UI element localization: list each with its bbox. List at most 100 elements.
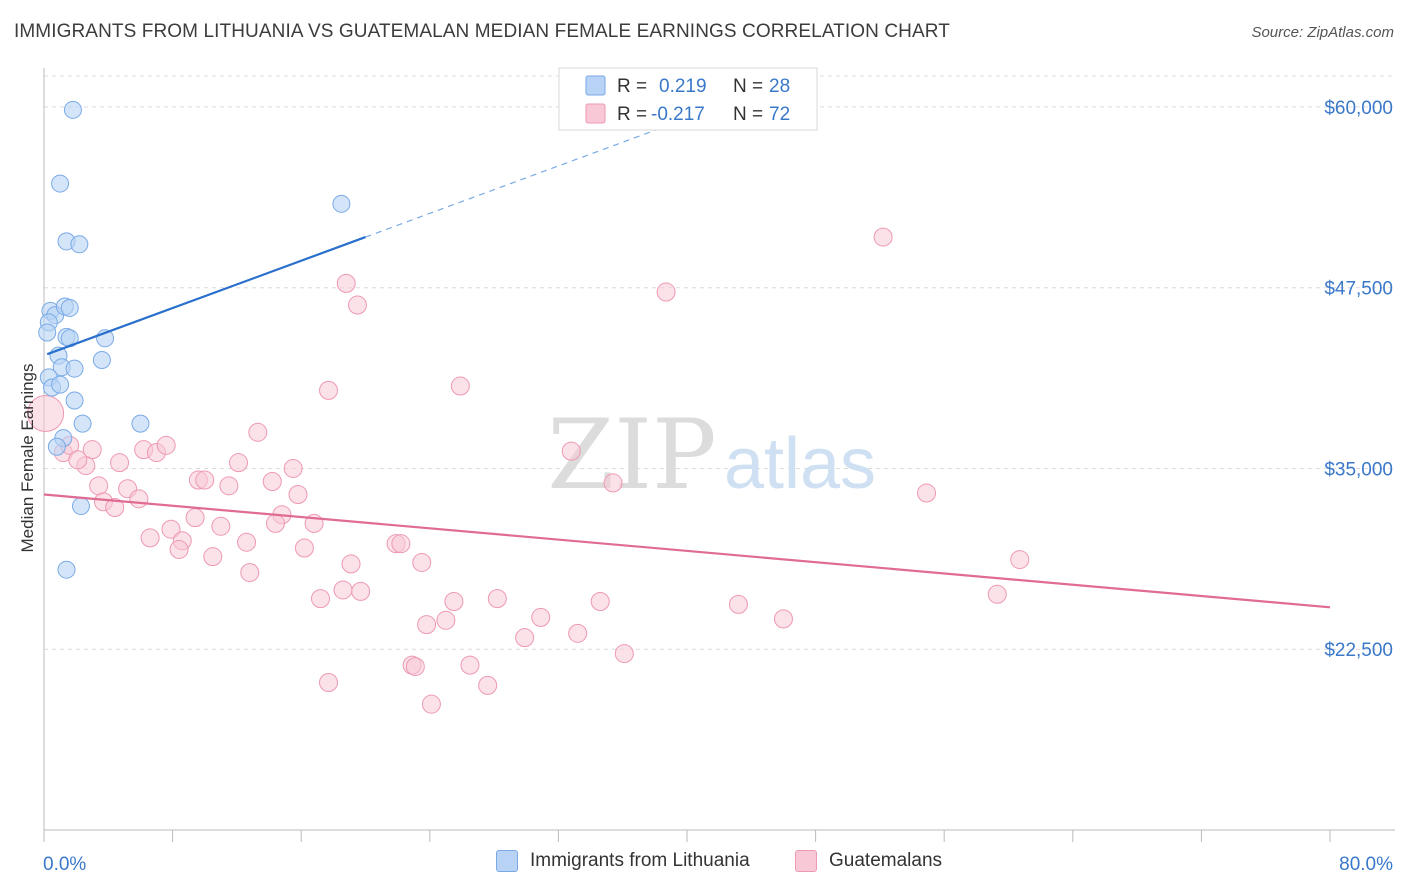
guatemalans-point [265,513,285,533]
guatemalans-point [195,470,215,490]
lithuania-point [73,414,92,433]
guatemalans-point [450,376,470,396]
lithuania-points [38,100,351,579]
guatemalans-point [219,476,239,496]
guatemalans-point [248,422,268,442]
chart-title: IMMIGRANTS FROM LITHUANIA VS GUATEMALAN … [14,21,950,42]
guatemalans-point [391,534,411,554]
guatemalans-point [444,592,464,612]
guatemalans-point [283,458,303,478]
lithuania-point [92,351,111,369]
legend-n-label-blue: N = [733,76,763,97]
lithuania-point [63,100,82,119]
guatemalans-point [347,295,367,315]
guatemalans-point [203,547,223,567]
guatemalans-point [656,282,676,302]
y-tick-label: $60,000 [1324,98,1393,119]
guatemalans-point [288,484,308,504]
lithuania-point [57,560,76,579]
legend-swatch-lithuania [496,850,518,872]
y-tick-label: $47,500 [1324,279,1393,300]
watermark-atlas: atlas [724,424,876,504]
y-axis-label: Median Female Earnings [18,364,37,553]
guatemalans-point [1010,550,1030,570]
lithuania-trend-line [46,236,366,356]
guatemalans-point [27,395,65,433]
guatemalans-point [156,435,176,455]
guatemalans-point [405,657,425,677]
source-label: Source: ZipAtlas.com [1251,24,1394,41]
legend-n-value-blue: 28 [769,76,790,97]
guatemalans-point [590,592,610,612]
x-tick-label: 0.0% [43,854,86,875]
legend-item-guatemalans: Guatemalans [795,850,942,872]
lithuania-point [60,298,79,317]
guatemalans-point [105,498,125,518]
guatemalans-point [460,655,480,675]
legend-r-value-blue: 0.219 [659,76,707,97]
guatemalans-point [417,615,437,635]
lithuania-point [70,235,89,254]
lithuania-trend-extension [365,117,688,238]
guatemalans-point [568,623,588,643]
legend-swatch-guatemalans [795,850,817,872]
lithuania-point [51,375,70,394]
guatemalans-point [211,516,231,536]
legend-swatch-blue [585,75,606,96]
lithuania-point [65,359,84,378]
lithuania-point [47,437,66,456]
guatemalans-point [531,607,551,627]
lithuania-point [71,497,90,516]
guatemalans-point [728,594,748,614]
guatemalans-point [773,609,793,629]
lithuania-point [332,194,351,213]
y-tick-labels: $22,500 $35,000 $47,500 $60,000 [1324,98,1393,661]
axes [43,68,1395,842]
guatemalans-point [229,453,249,473]
guatemalans-point [561,441,581,461]
legend-item-lithuania: Immigrants from Lithuania [496,850,750,872]
legend-r-label-blue: R = [617,76,647,97]
guatemalans-point [987,584,1007,604]
watermark: ZIP atlas [547,399,876,511]
guatemalans-point [603,473,623,493]
guatemalans-point [294,538,314,558]
guatemalans-point [336,273,356,293]
y-tick-label: $22,500 [1324,640,1393,661]
guatemalans-point [110,453,130,473]
guatemalans-point [68,450,88,470]
guatemalans-point [169,539,189,559]
guatemalans-point [319,380,339,400]
guatemalans-point [140,528,160,548]
trend-lines [43,117,1331,609]
legend-n-value-pink: 72 [769,104,790,125]
legend-swatch-pink [585,103,606,124]
guatemalans-point [341,554,361,574]
guatemalans-point [237,532,257,552]
guatemalans-point [161,519,181,539]
legend-r-value-pink: -0.217 [651,104,705,125]
lithuania-point [65,391,84,410]
guatemalans-trend-line [43,493,1331,609]
guatemalans-point [351,581,371,601]
guatemalans-point [412,552,432,572]
guatemalans-point [421,694,441,714]
guatemalans-point [310,589,330,609]
grid-lines [44,75,1395,650]
lithuania-point [131,414,150,433]
legend-r-label-pink: R = [617,104,647,125]
guatemalans-point [185,508,205,528]
lithuania-point [38,323,57,342]
stats-legend: R = 0.219 N = 28 R = -0.217 N = 72 [558,67,818,131]
guatemalans-point [319,672,339,692]
guatemalans-point [478,675,498,695]
guatemalans-point [262,471,282,491]
guatemalans-point [89,476,109,496]
guatemalans-point [129,489,149,509]
x-tick-labels: 0.0% 80.0% [43,854,1393,875]
legend-label-lithuania: Immigrants from Lithuania [530,850,750,871]
guatemalans-point [487,589,507,609]
lithuania-point [51,174,70,193]
guatemalans-point [614,644,634,664]
